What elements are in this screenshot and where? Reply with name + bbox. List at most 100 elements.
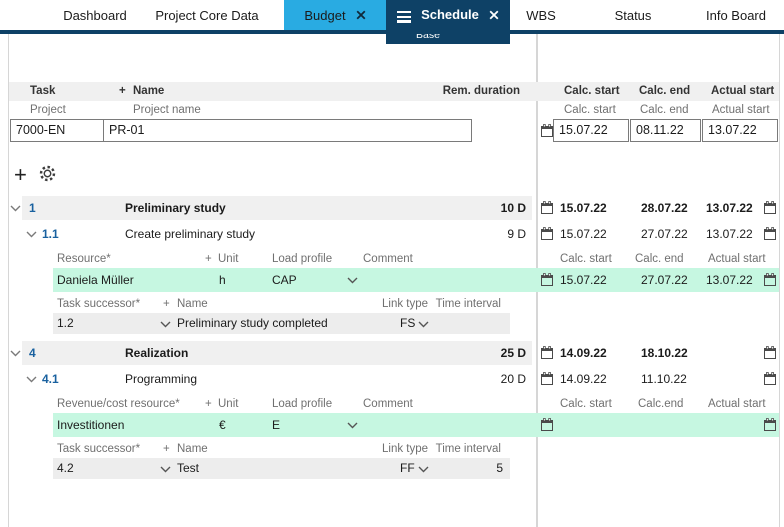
- tab-schedule[interactable]: Schedule Base: [386, 0, 510, 44]
- unit-label: Unit: [218, 398, 239, 410]
- task-calc-start: 14.09.22: [560, 372, 607, 386]
- col-task: Task: [30, 85, 56, 97]
- gear-icon[interactable]: [38, 164, 57, 183]
- project-calc-end-input[interactable]: 08.11.22: [630, 119, 701, 142]
- link-type-select[interactable]: FF: [400, 461, 415, 475]
- chevron-down-icon[interactable]: [160, 321, 171, 328]
- resource-unit-cell[interactable]: €: [219, 418, 226, 432]
- project-actual-start-input[interactable]: 13.07.22: [702, 119, 778, 142]
- calendar-icon[interactable]: [541, 227, 553, 240]
- tab-schedule-label: Schedule: [421, 7, 479, 22]
- chevron-down-icon[interactable]: [26, 231, 37, 238]
- project-name-label: Project name: [133, 104, 201, 116]
- col-rem-duration: Rem. duration: [442, 85, 520, 97]
- unit-label: Unit: [218, 253, 239, 265]
- time-interval-label: Time interval: [435, 443, 501, 455]
- link-type-label: Link type: [382, 443, 429, 455]
- add-resource-icon[interactable]: +: [205, 253, 212, 265]
- chevron-down-icon[interactable]: [10, 205, 21, 212]
- successor-header-row: Task successor* + Name Link type Time in…: [0, 441, 784, 457]
- project-header-row: Project Project name Calc. start Calc. e…: [0, 102, 784, 118]
- chevron-down-icon[interactable]: [10, 350, 21, 357]
- comment-label: Comment: [363, 398, 413, 410]
- task-name: Create preliminary study: [125, 227, 256, 241]
- successor-id-select[interactable]: 4.2: [57, 461, 74, 475]
- col-calc-end: Calc. end: [639, 85, 691, 97]
- resource-name-cell[interactable]: Daniela Müller: [57, 273, 134, 287]
- tab-info-board-label: Info Board: [706, 7, 766, 23]
- add-task-button[interactable]: +: [14, 162, 27, 187]
- chevron-down-icon[interactable]: [160, 466, 171, 473]
- chevron-down-icon[interactable]: [347, 422, 358, 429]
- task-calc-end: 11.10.22: [641, 372, 687, 386]
- chevron-down-icon[interactable]: [418, 321, 429, 328]
- resource-row[interactable]: Daniela Müller h CAP 15.07.22 27.07.22 1…: [0, 268, 784, 292]
- successor-name: Preliminary study completed: [177, 316, 328, 330]
- active-tab-underline: [0, 30, 784, 34]
- chevron-down-icon[interactable]: [347, 277, 358, 284]
- calendar-icon[interactable]: [764, 273, 776, 286]
- task-row-4-1[interactable]: 4.1 Programming 20 D 14.09.22 11.10.22: [0, 367, 784, 391]
- link-type-select[interactable]: FS: [400, 316, 416, 330]
- revenue-resource-header-row: Revenue/cost resource* + Unit Load profi…: [0, 396, 784, 412]
- resource-unit-cell[interactable]: h: [219, 273, 226, 287]
- col-name: Name: [133, 85, 165, 97]
- close-icon[interactable]: [489, 10, 499, 20]
- task-successor-label: Task successor*: [57, 298, 141, 310]
- tab-dashboard-label: Dashboard: [63, 7, 127, 23]
- resource-name-cell[interactable]: Investitionen: [57, 418, 125, 432]
- calendar-icon[interactable]: [764, 418, 776, 431]
- task-number: 4: [29, 346, 36, 360]
- calendar-icon[interactable]: [764, 227, 776, 240]
- load-profile-select[interactable]: E: [272, 418, 281, 432]
- chevron-down-icon[interactable]: [26, 376, 37, 383]
- tab-info-board[interactable]: Info Board: [690, 0, 782, 30]
- add-successor-icon[interactable]: +: [163, 443, 170, 455]
- successor-row[interactable]: 4.2 Test FF 5: [0, 458, 784, 479]
- task-row-1[interactable]: 1 Preliminary study 10 D 15.07.22 28.07.…: [0, 196, 784, 220]
- successor-row[interactable]: 1.2 Preliminary study completed FS: [0, 313, 784, 334]
- chevron-down-icon[interactable]: [418, 466, 429, 473]
- add-column-icon[interactable]: +: [119, 85, 126, 97]
- actual-start-label: Actual start: [708, 253, 766, 265]
- project-name-input[interactable]: PR-01: [103, 119, 472, 142]
- tab-dashboard[interactable]: Dashboard: [40, 0, 150, 30]
- col-actual-start: Actual start: [711, 85, 775, 97]
- revenue-resource-row[interactable]: Investitionen € E: [0, 413, 784, 437]
- time-interval-cell[interactable]: 5: [496, 461, 503, 475]
- tab-project-core-data-label: Project Core Data: [155, 7, 259, 23]
- tab-budget[interactable]: Budget: [284, 0, 386, 30]
- time-interval-label: Time interval: [435, 298, 501, 310]
- task-row-4[interactable]: 4 Realization 25 D 14.09.22 18.10.22: [0, 341, 784, 365]
- calendar-icon[interactable]: [764, 346, 776, 359]
- tab-status-label: Status: [614, 7, 652, 23]
- calendar-icon[interactable]: [541, 124, 553, 137]
- successor-id-select[interactable]: 1.2: [57, 316, 74, 330]
- panel-left-border: [8, 34, 9, 527]
- successor-header-row: Task successor* + Name Link type Time in…: [0, 296, 784, 312]
- project-calc-start-input[interactable]: 15.07.22: [553, 119, 629, 142]
- calendar-icon[interactable]: [764, 201, 776, 214]
- tab-wbs[interactable]: WBS: [511, 0, 571, 30]
- task-successor-label: Task successor*: [57, 443, 141, 455]
- load-profile-select[interactable]: CAP: [272, 273, 297, 287]
- calendar-icon[interactable]: [541, 273, 553, 286]
- menu-icon[interactable]: [397, 11, 412, 23]
- task-actual-start: 13.07.22: [706, 201, 753, 215]
- resource-actual-start: 13.07.22: [706, 273, 753, 287]
- close-icon[interactable]: [356, 10, 366, 20]
- add-resource-icon[interactable]: +: [205, 398, 212, 410]
- tab-status[interactable]: Status: [595, 0, 671, 30]
- calendar-icon[interactable]: [541, 346, 553, 359]
- add-successor-icon[interactable]: +: [163, 298, 170, 310]
- calendar-icon[interactable]: [541, 201, 553, 214]
- calendar-icon[interactable]: [541, 372, 553, 385]
- calendar-icon[interactable]: [541, 418, 553, 431]
- task-row-1-1[interactable]: 1.1 Create preliminary study 9 D 15.07.2…: [0, 222, 784, 246]
- calendar-icon[interactable]: [764, 372, 776, 385]
- tab-project-core-data[interactable]: Project Core Data: [150, 0, 264, 30]
- task-name: Programming: [125, 372, 198, 386]
- project-id-input[interactable]: 7000-EN: [10, 119, 103, 142]
- project-label: Project: [30, 104, 66, 116]
